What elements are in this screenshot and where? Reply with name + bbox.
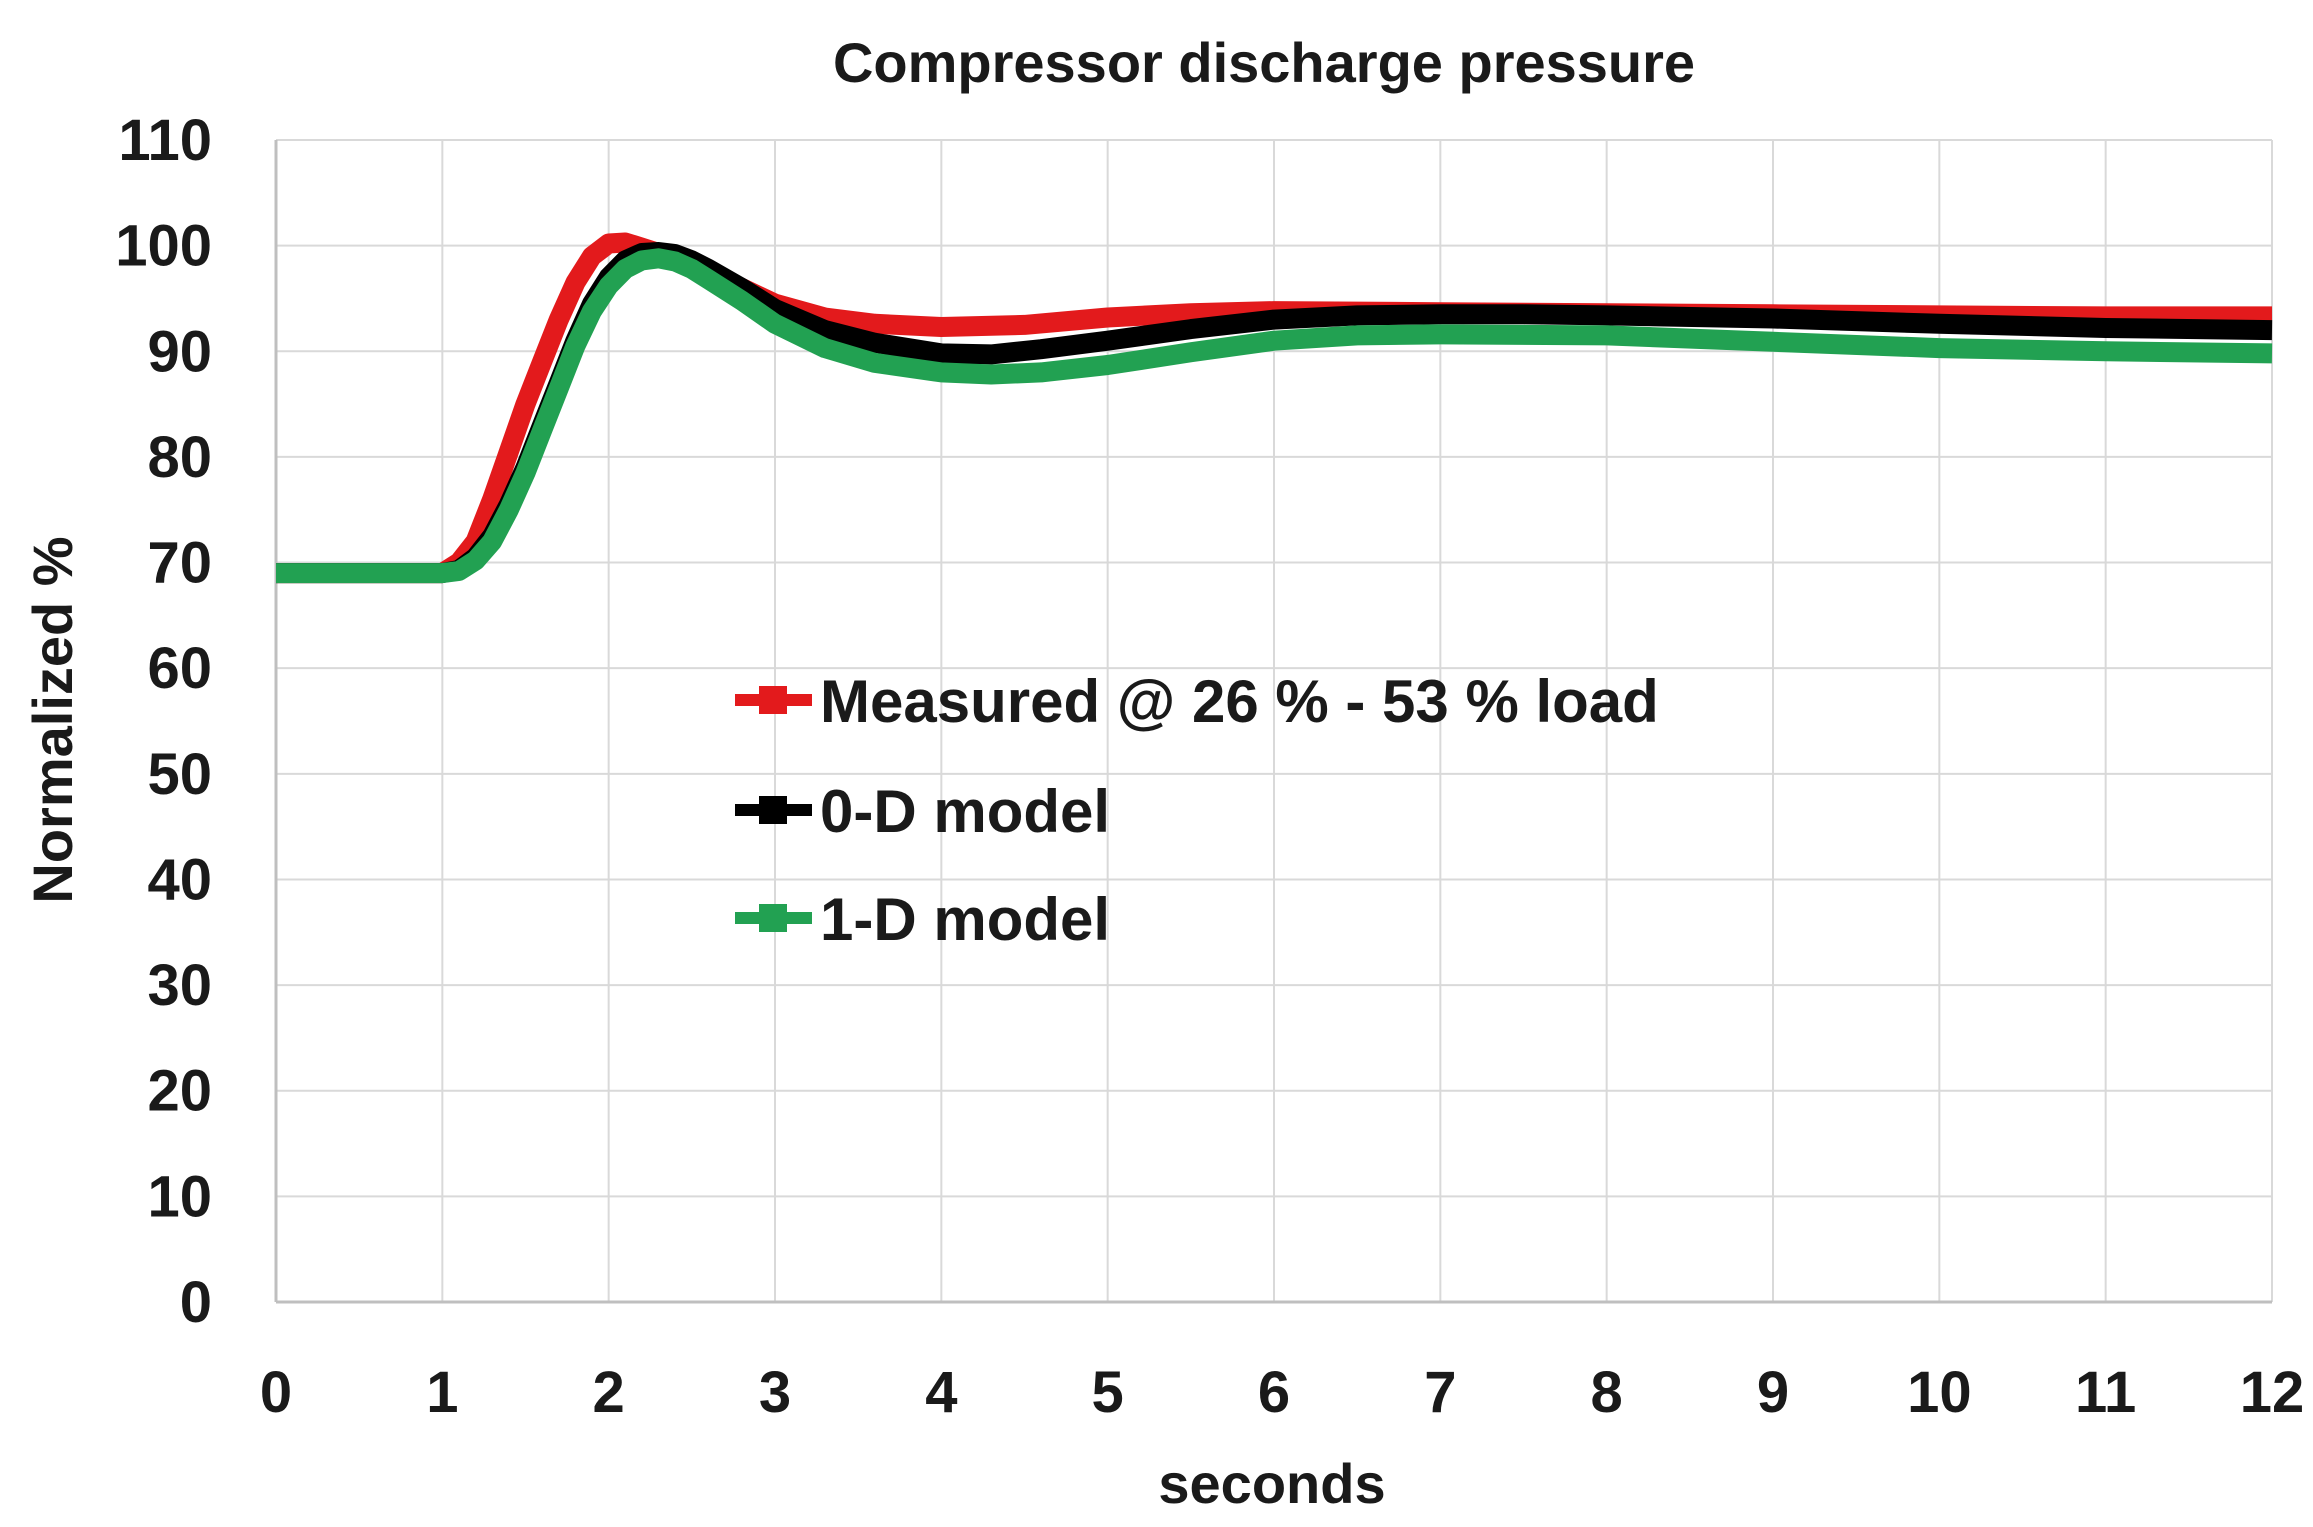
- x-tick-label: 3: [759, 1360, 791, 1425]
- legend-marker: [759, 796, 787, 824]
- series-lines: [276, 232, 2273, 584]
- chart-title: Compressor discharge pressure: [833, 31, 1695, 94]
- legend-label: 0-D model: [820, 778, 1110, 845]
- x-tick-label: 12: [2240, 1360, 2305, 1425]
- x-tick-label: 5: [1092, 1360, 1124, 1425]
- y-tick-label: 60: [147, 636, 212, 701]
- y-tick-label: 80: [147, 425, 212, 490]
- x-tick-label: 0: [260, 1360, 292, 1425]
- legend: Measured @ 26 % - 53 % load 0-D model 1-D …: [735, 668, 1659, 953]
- y-tick-label: 90: [147, 319, 212, 384]
- y-tick-label: 70: [147, 531, 212, 596]
- x-tick-label: 11: [2075, 1360, 2136, 1425]
- x-tick-label: 7: [1424, 1360, 1456, 1425]
- y-axis-label: Normalized %: [21, 536, 84, 903]
- legend-marker: [759, 686, 787, 714]
- grid: [276, 139, 2273, 1302]
- x-tick-label: 4: [925, 1360, 957, 1425]
- series-line-2: [276, 248, 2273, 584]
- y-tick-label: 50: [147, 742, 212, 807]
- x-tick-label: 8: [1591, 1360, 1623, 1425]
- y-tick-label: 110: [118, 108, 212, 173]
- y-tick-label: 0: [180, 1270, 212, 1335]
- legend-label: 1-D model: [820, 886, 1110, 953]
- x-tick-label: 10: [1907, 1360, 1972, 1425]
- y-tick-label: 10: [147, 1164, 212, 1229]
- x-tick-label: 2: [593, 1360, 625, 1425]
- y-tick-label: 20: [147, 1059, 212, 1124]
- x-tick-label: 1: [426, 1360, 458, 1425]
- y-axis-ticks: 0 10 20 30 40 50 60 70 80 90 100 110: [115, 108, 212, 1335]
- axes: [274, 140, 2272, 1304]
- x-tick-label: 9: [1757, 1360, 1789, 1425]
- x-axis-label: seconds: [1158, 1452, 1385, 1515]
- legend-label: Measured @ 26 % - 53 % load: [820, 668, 1659, 735]
- y-tick-label: 40: [147, 847, 212, 912]
- x-axis-ticks: 0 1 2 3 4 5 6 7 8 9 10 11 12: [260, 1360, 2304, 1425]
- y-tick-label: 100: [115, 214, 212, 279]
- y-tick-label: 30: [147, 953, 212, 1018]
- legend-marker: [759, 904, 787, 932]
- x-tick-label: 6: [1258, 1360, 1290, 1425]
